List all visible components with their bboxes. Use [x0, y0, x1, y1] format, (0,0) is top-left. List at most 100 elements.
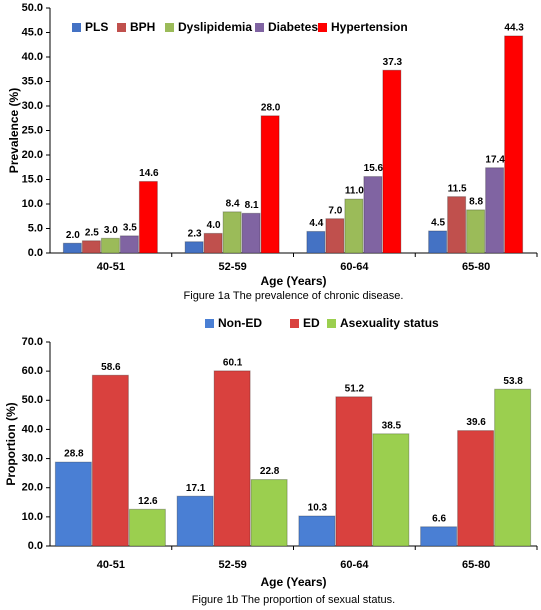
data-label: 3.0 [104, 225, 118, 236]
data-label: 58.6 [101, 362, 121, 373]
bar [420, 526, 458, 547]
data-label: 14.6 [139, 168, 159, 179]
data-label: 17.1 [186, 483, 206, 494]
x-tick-label: 60-64 [340, 559, 369, 571]
bar [222, 211, 242, 254]
bar [203, 232, 223, 254]
y-tick-label: 60.0 [22, 365, 43, 377]
legend-label: ED [303, 316, 320, 330]
bar [447, 196, 467, 254]
legend-swatch [205, 319, 214, 328]
bar [428, 230, 448, 254]
bar [184, 241, 204, 254]
y-axis-label: Proportion (%) [4, 402, 18, 485]
bar [298, 515, 336, 547]
data-label: 39.6 [466, 417, 486, 428]
bar [128, 508, 166, 547]
legend-label: PLS [85, 20, 108, 34]
y-tick-label: 15.0 [22, 173, 43, 185]
bar [325, 218, 345, 254]
legend-swatch [318, 23, 327, 32]
y-tick-label: 0.0 [28, 540, 43, 552]
y-tick-label: 25.0 [22, 124, 43, 136]
x-axis-label: Age (Years) [260, 274, 326, 288]
legend-label: BPH [130, 20, 155, 34]
data-label: 17.4 [485, 154, 505, 165]
data-label: 10.3 [308, 503, 328, 514]
data-label: 8.1 [245, 200, 259, 211]
y-tick-label: 40.0 [22, 51, 43, 63]
data-label: 8.8 [469, 197, 483, 208]
bar [241, 212, 261, 254]
data-label: 8.4 [226, 198, 240, 209]
x-tick-label: 40-51 [97, 559, 125, 571]
bar [466, 209, 486, 254]
data-label: 3.5 [123, 222, 137, 233]
caption: Figure 1b The proportion of sexual statu… [192, 594, 395, 606]
x-tick-label: 65-80 [462, 559, 490, 571]
legend-swatch [255, 23, 264, 32]
bar [335, 396, 373, 547]
bar [382, 69, 402, 254]
data-label: 28.8 [64, 449, 84, 460]
y-tick-label: 70.0 [22, 336, 43, 348]
bar [91, 374, 129, 547]
bar [100, 237, 120, 254]
y-tick-label: 10.0 [22, 198, 43, 210]
y-tick-label: 50.0 [22, 2, 43, 14]
x-axis-label: Age (Years) [260, 575, 326, 589]
x-tick-label: 40-51 [97, 261, 125, 273]
legend-swatch [327, 319, 336, 328]
legend-swatch [290, 319, 299, 328]
bar [306, 230, 326, 254]
y-tick-label: 40.0 [22, 423, 43, 435]
data-label: 6.6 [432, 513, 446, 524]
data-label: 44.3 [504, 23, 524, 34]
caption: Figure 1a The prevalence of chronic dise… [184, 290, 404, 302]
bar [344, 198, 364, 254]
bar [457, 430, 495, 547]
data-label: 4.4 [309, 218, 323, 229]
bar [485, 167, 505, 254]
legend-label: Dyslipidemia [178, 20, 252, 34]
y-tick-label: 30.0 [22, 452, 43, 464]
data-label: 15.6 [364, 163, 384, 174]
data-label: 2.3 [188, 228, 202, 239]
y-tick-label: 20.0 [22, 482, 43, 494]
x-tick-label: 52-59 [219, 261, 247, 273]
data-label: 53.8 [503, 376, 523, 387]
legend-label: Diabetes [268, 20, 318, 34]
y-tick-label: 0.0 [28, 247, 43, 259]
data-label: 11.5 [448, 183, 467, 194]
bar [363, 176, 383, 254]
data-label: 51.2 [345, 383, 365, 394]
y-tick-label: 30.0 [22, 100, 43, 112]
bar [138, 180, 158, 254]
data-label: 2.0 [66, 230, 80, 241]
data-label: 2.5 [85, 227, 99, 238]
bar [62, 242, 82, 254]
y-tick-label: 45.0 [22, 26, 43, 38]
bar [372, 433, 410, 547]
data-label: 4.0 [207, 220, 221, 231]
data-label: 11.0 [345, 186, 364, 197]
data-label: 38.5 [382, 420, 402, 431]
legend-swatch [72, 23, 81, 32]
x-tick-label: 52-59 [219, 559, 247, 571]
bar [260, 115, 280, 254]
legend-label: Non-ED [218, 316, 262, 330]
data-label: 28.0 [261, 102, 281, 113]
legend-label: Hypertension [331, 20, 408, 34]
legend-label: Asexuality status [340, 316, 439, 330]
legend-swatch [165, 23, 174, 32]
x-tick-label: 65-80 [462, 261, 490, 273]
x-tick-label: 60-64 [340, 261, 369, 273]
bar [81, 240, 101, 254]
bar [250, 479, 288, 547]
legend-swatch [117, 23, 126, 32]
data-label: 4.5 [431, 218, 445, 229]
y-tick-label: 10.0 [22, 511, 43, 523]
bar [54, 461, 92, 547]
bar [494, 388, 532, 547]
